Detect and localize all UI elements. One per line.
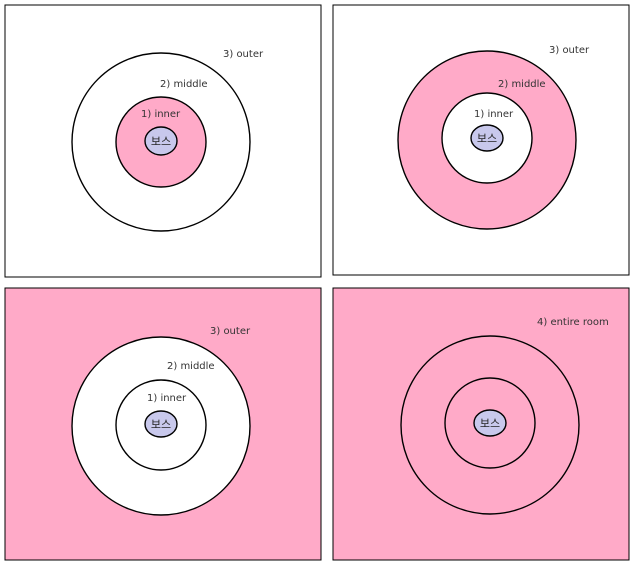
outer-zone-label: 3) outer <box>210 326 251 337</box>
inner-zone-label: 1) inner <box>141 109 181 120</box>
room-zone-label: 4) entire room <box>537 317 609 328</box>
boss-label: 보스 <box>477 132 497 145</box>
outer-zone-label: 3) outer <box>549 45 590 56</box>
boss-marker <box>144 410 178 438</box>
panel-outer-highlight: 보스 3) outer 2) middle 1) inner <box>4 287 322 561</box>
inner-zone-label: 1) inner <box>474 109 514 120</box>
boss-marker <box>470 124 504 152</box>
panel-inner-highlight: 보스 3) outer 2) middle 1) inner <box>4 4 322 278</box>
outer-zone-label: 3) outer <box>223 49 264 60</box>
panel-room-highlight: 보스 4) entire room <box>332 287 630 561</box>
boss-label: 보스 <box>480 417 500 430</box>
middle-zone-label: 2) middle <box>498 79 546 90</box>
panel-middle-highlight: 3) outer 2) middle 1) inner 보스 <box>332 4 630 276</box>
boss-marker <box>473 409 507 437</box>
middle-zone-label: 2) middle <box>167 361 215 372</box>
boss-label: 보스 <box>151 135 171 148</box>
boss-label: 보스 <box>151 418 171 431</box>
middle-zone-label: 2) middle <box>160 79 208 90</box>
inner-zone-label: 1) inner <box>147 393 187 404</box>
boss-marker <box>144 126 178 156</box>
